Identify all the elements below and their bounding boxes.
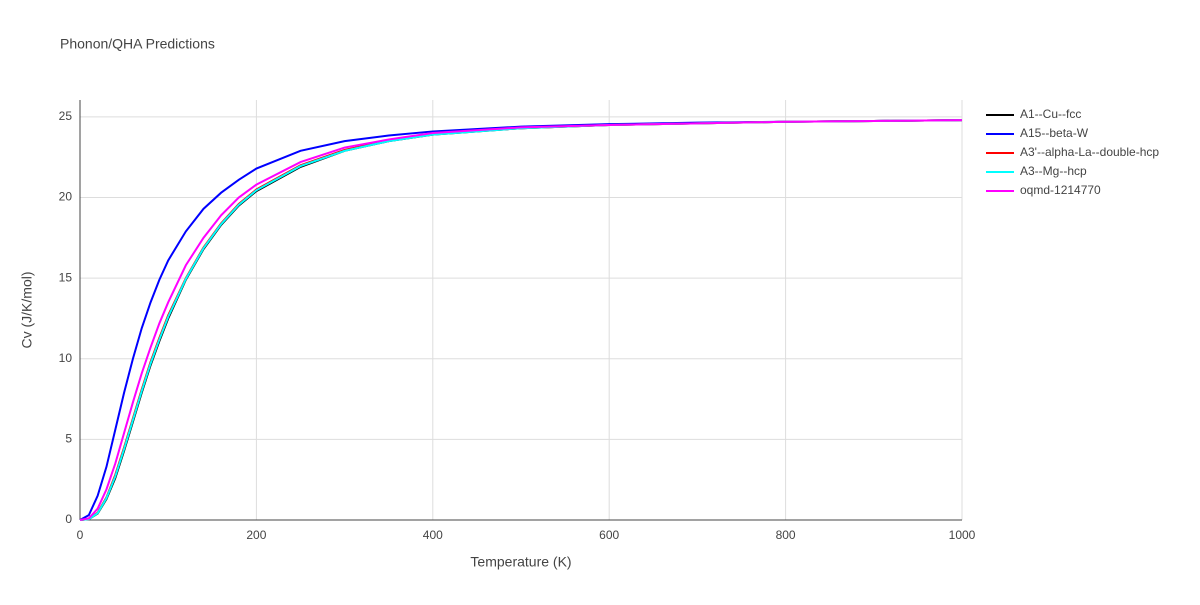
y-tick-label: 10 <box>59 351 73 365</box>
legend-label: A3--Mg--hcp <box>1020 164 1087 178</box>
x-tick-label: 1000 <box>949 528 976 542</box>
y-tick-label: 15 <box>59 270 73 284</box>
x-tick-label: 400 <box>423 528 443 542</box>
legend-label: A15--beta-W <box>1020 126 1089 140</box>
chart-title: Phonon/QHA Predictions <box>60 36 215 52</box>
y-tick-label: 20 <box>59 190 73 204</box>
x-tick-label: 0 <box>77 528 84 542</box>
legend-label: A1--Cu--fcc <box>1020 107 1081 121</box>
x-tick-label: 600 <box>599 528 619 542</box>
x-tick-label: 200 <box>246 528 266 542</box>
y-tick-label: 0 <box>65 512 72 526</box>
y-tick-label: 25 <box>59 109 73 123</box>
line <box>79 119 963 521</box>
line <box>79 119 963 521</box>
legend-label: oqmd-1214770 <box>1020 183 1101 197</box>
line <box>79 119 963 521</box>
legend-label: A3'--alpha-La--double-hcp <box>1020 145 1159 159</box>
x-tick-label: 800 <box>776 528 796 542</box>
line <box>79 119 963 521</box>
x-axis-title: Temperature (K) <box>470 554 571 570</box>
y-tick-label: 5 <box>65 432 72 446</box>
line <box>79 119 963 521</box>
y-axis-title: Cv (J/K/mol) <box>19 272 35 349</box>
